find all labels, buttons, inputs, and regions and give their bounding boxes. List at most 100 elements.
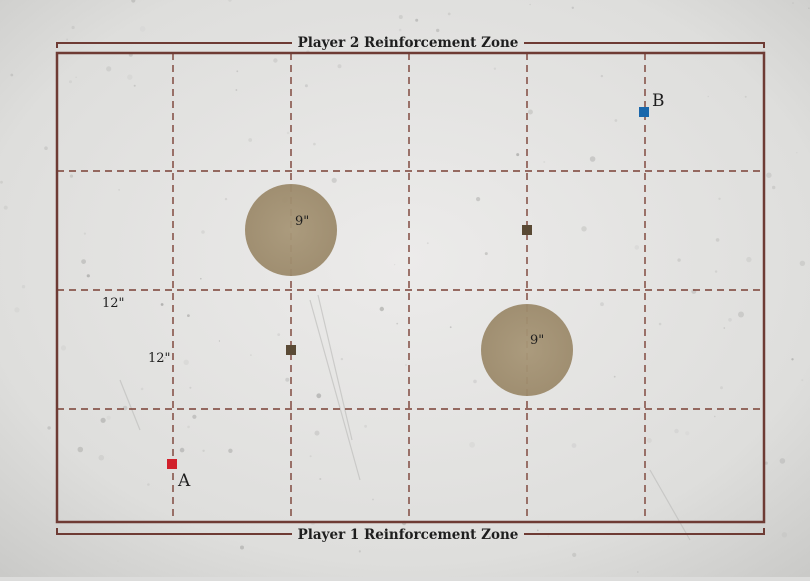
speckle: [723, 327, 726, 329]
speckle: [147, 483, 150, 486]
speckle: [572, 552, 577, 558]
player-2-zone-label: Player 2 Reinforcement Zone: [298, 35, 519, 51]
speckle: [60, 345, 67, 351]
speckle: [304, 84, 308, 88]
speckle: [415, 18, 419, 22]
speckle: [69, 174, 74, 178]
speckle: [779, 458, 786, 464]
speckle: [187, 425, 190, 429]
column-width-label: 12": [102, 296, 125, 311]
speckle: [364, 424, 367, 428]
speckle: [187, 314, 190, 317]
speckle: [47, 426, 51, 430]
speckle: [685, 431, 690, 436]
speckle: [796, 152, 798, 154]
speckle: [636, 571, 639, 573]
speckle: [720, 386, 723, 390]
speckle: [529, 3, 531, 6]
speckle: [405, 364, 407, 366]
speckle: [547, 535, 550, 538]
speckle: [426, 242, 429, 245]
terrain-circle-right: [481, 304, 573, 396]
speckle: [106, 66, 112, 72]
speckle: [674, 428, 679, 434]
speckle: [81, 259, 86, 264]
speckle: [340, 357, 344, 361]
speckle: [493, 67, 497, 70]
speckle: [714, 270, 718, 273]
circle-right-radius-label: 9": [530, 333, 544, 348]
speckle: [140, 387, 144, 391]
speckle: [527, 109, 533, 115]
speckle: [131, 0, 136, 3]
speckle: [236, 70, 239, 73]
speckle: [202, 449, 205, 452]
speckle: [183, 359, 189, 365]
speckle: [83, 232, 86, 235]
speckle: [71, 25, 75, 30]
speckle: [248, 138, 253, 142]
speckle: [766, 172, 772, 178]
speckle: [98, 454, 105, 461]
speckle: [398, 15, 403, 19]
speckle: [69, 80, 72, 84]
speckle: [319, 478, 322, 480]
speckle: [66, 38, 69, 41]
speckle: [707, 95, 709, 98]
speckle: [160, 303, 164, 306]
speckle: [516, 153, 520, 157]
speckle: [718, 197, 721, 200]
speckle: [164, 357, 166, 359]
terrain-circle-left: [245, 184, 337, 276]
speckle: [228, 0, 232, 2]
speckle: [286, 131, 290, 135]
speckle: [10, 73, 14, 77]
speckle: [179, 447, 185, 453]
speckle: [14, 307, 20, 313]
speckle: [571, 443, 577, 448]
speckle: [331, 177, 337, 183]
grid-lines: [57, 53, 764, 522]
speckle: [75, 76, 77, 78]
speckle: [117, 560, 119, 562]
speckle: [543, 161, 546, 163]
speckle: [738, 311, 744, 318]
speckle: [801, 379, 804, 382]
speckle: [799, 260, 806, 266]
background-scratches: [119, 294, 691, 541]
speckle: [658, 322, 662, 326]
speckle: [614, 119, 618, 122]
board-outline: [55, 51, 766, 524]
speckle: [476, 197, 481, 202]
player-2-zone-bracket: [56, 42, 765, 48]
speckle: [714, 415, 716, 418]
speckle: [646, 438, 652, 443]
speckle: [100, 417, 106, 423]
marker-b-label: B: [652, 91, 665, 111]
speckle: [118, 189, 120, 191]
speckle: [394, 264, 396, 266]
speckle: [744, 95, 747, 98]
speckle: [764, 461, 768, 465]
speckle: [792, 2, 794, 4]
speckle: [0, 180, 3, 184]
speckle: [185, 478, 188, 481]
speckle: [273, 58, 278, 63]
speckle: [589, 156, 596, 162]
deployment-marker-a: [167, 459, 177, 469]
speckle: [581, 226, 587, 232]
speckle: [715, 238, 720, 242]
circle-left-radius-label: 9": [295, 214, 309, 229]
speckle: [634, 245, 640, 250]
speckle: [309, 455, 312, 458]
speckle: [353, 40, 360, 47]
speckle: [235, 89, 238, 91]
speckle: [613, 375, 616, 378]
speckle: [313, 142, 316, 146]
speckle: [44, 146, 48, 150]
speckle: [316, 393, 322, 399]
speckle: [21, 285, 26, 289]
speckle: [781, 532, 788, 538]
